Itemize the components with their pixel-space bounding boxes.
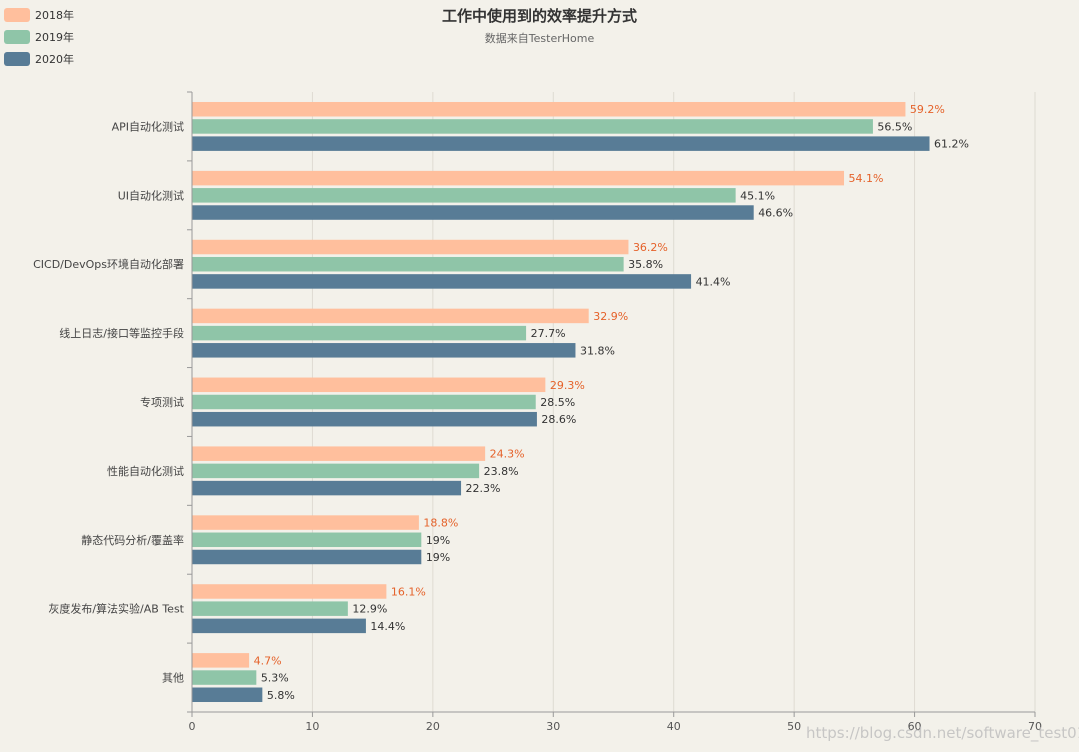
- data-label: 31.8%: [580, 344, 615, 357]
- data-label: 28.5%: [540, 396, 575, 409]
- x-tick-label: 10: [305, 720, 319, 733]
- legend-label-2020: 2020年: [35, 53, 74, 66]
- bar-2018: [192, 308, 589, 324]
- data-label: 56.5%: [877, 120, 912, 133]
- category-label: 专项测试: [140, 395, 184, 409]
- bar-2020: [192, 549, 422, 565]
- bar-2018: [192, 446, 486, 461]
- bar-2020: [192, 274, 692, 289]
- bar-2020: [192, 687, 263, 703]
- x-tick-label: 40: [667, 720, 681, 733]
- data-label: 61.2%: [934, 138, 969, 151]
- data-label: 22.3%: [466, 482, 501, 495]
- data-label: 4.7%: [254, 654, 282, 667]
- bar-2018: [192, 515, 419, 530]
- chart-title: 工作中使用到的效率提升方式: [441, 7, 637, 25]
- bar-2020: [192, 480, 462, 496]
- data-label: 28.6%: [541, 413, 576, 426]
- legend-item-2019[interactable]: 2019年: [4, 26, 74, 48]
- legend-swatch-2019: [4, 30, 30, 44]
- bar-2019: [192, 256, 624, 272]
- watermark: https://blog.csdn.net/software_test010: [806, 724, 1079, 742]
- x-tick-label: 0: [189, 720, 196, 733]
- x-tick-label: 50: [787, 720, 801, 733]
- data-label: 19%: [426, 551, 450, 564]
- data-label: 29.3%: [550, 379, 585, 392]
- legend-item-2020[interactable]: 2020年: [4, 48, 74, 70]
- data-label: 24.3%: [490, 448, 525, 461]
- data-label: 14.4%: [370, 620, 405, 633]
- bar-2019: [192, 119, 873, 134]
- data-label: 5.3%: [261, 672, 289, 685]
- bar-2018: [192, 584, 387, 599]
- category-label: 静态代码分析/覆盖率: [81, 533, 184, 547]
- x-tick-label: 20: [426, 720, 440, 733]
- category-label: 线上日志/接口等监控手段: [59, 326, 184, 340]
- bar-2020: [192, 618, 366, 634]
- category-label: 其他: [162, 672, 184, 685]
- bar-2019: [192, 601, 348, 616]
- legend-item-2018[interactable]: 2018年: [4, 4, 74, 26]
- legend-label-2018: 2018年: [35, 9, 74, 22]
- bar-2018: [192, 101, 906, 117]
- x-tick-label: 60: [908, 720, 922, 733]
- bar-2019: [192, 325, 527, 341]
- legend-swatch-2018: [4, 8, 30, 22]
- bar-2019: [192, 188, 736, 203]
- data-label: 59.2%: [910, 103, 945, 116]
- data-label: 16.1%: [391, 585, 426, 598]
- data-label: 32.9%: [593, 310, 628, 323]
- bar-2018: [192, 377, 546, 393]
- bar-2018: [192, 170, 845, 186]
- data-label: 41.4%: [696, 275, 731, 288]
- bar-2020: [192, 136, 930, 151]
- bar-2020: [192, 205, 754, 220]
- bar-2019: [192, 532, 422, 548]
- bar-2018: [192, 239, 629, 255]
- x-tick-label: 30: [546, 720, 560, 733]
- bar-2019: [192, 670, 257, 685]
- chart-subtitle: 数据来自TesterHome: [484, 32, 595, 45]
- legend: 2018年 2019年 2020年: [4, 4, 74, 70]
- category-label: 灰度发布/算法实验/AB Test: [48, 602, 184, 616]
- data-label: 54.1%: [849, 172, 884, 185]
- bar-2020: [192, 343, 576, 358]
- data-label: 35.8%: [628, 258, 663, 271]
- data-label: 12.9%: [352, 603, 387, 616]
- legend-swatch-2020: [4, 52, 30, 66]
- data-label: 5.8%: [267, 689, 295, 702]
- bar-2019: [192, 463, 480, 479]
- category-label: API自动化测试: [112, 119, 184, 133]
- legend-label-2019: 2019年: [35, 31, 74, 44]
- bar-2020: [192, 411, 537, 427]
- x-tick-label: 70: [1028, 720, 1042, 733]
- data-label: 23.8%: [484, 465, 519, 478]
- data-label: 19%: [426, 534, 450, 547]
- data-label: 27.7%: [531, 327, 566, 340]
- category-label: UI自动化测试: [118, 188, 184, 202]
- category-label: CICD/DevOps环境自动化部署: [33, 257, 184, 271]
- data-label: 18.8%: [423, 517, 458, 530]
- data-label: 46.6%: [758, 207, 793, 220]
- data-label: 36.2%: [633, 241, 668, 254]
- bar-2018: [192, 653, 250, 668]
- bar-2019: [192, 394, 536, 410]
- category-label: 性能自动化测试: [107, 464, 184, 478]
- data-label: 45.1%: [740, 189, 775, 202]
